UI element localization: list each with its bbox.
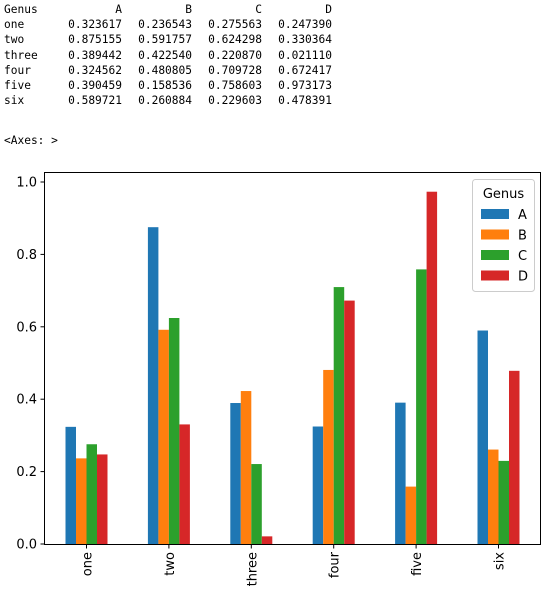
x-tick-label: five xyxy=(410,552,425,576)
dataframe-row: one 0.323617 0.236543 0.275563 0.247390 xyxy=(4,17,332,32)
bar-A-one xyxy=(65,426,76,544)
dataframe-cell: 0.229603 xyxy=(208,94,262,108)
dataframe-cell: 0.324562 xyxy=(68,63,122,77)
y-tick-label: 1.0 xyxy=(16,176,37,191)
dataframe-cell: 0.422540 xyxy=(138,48,192,62)
y-tick-label: 0.6 xyxy=(16,320,37,335)
dataframe-cell: 0.709728 xyxy=(208,63,262,77)
axes-repr-text: <Axes: > xyxy=(4,134,58,147)
dataframe-cell: 0.973173 xyxy=(278,79,332,93)
dataframe-cell: 0.330364 xyxy=(278,33,332,47)
dataframe-row-label: two xyxy=(4,33,25,47)
bar-B-six xyxy=(488,449,499,544)
bar-B-four xyxy=(323,369,334,544)
dataframe-row: three 0.389442 0.422540 0.220870 0.02111… xyxy=(4,48,332,63)
legend-swatch-B xyxy=(481,229,509,240)
x-tick-label: six xyxy=(493,552,508,570)
dataframe-header-row: Genus A B C D xyxy=(4,2,332,17)
legend-swatch-D xyxy=(481,270,509,281)
x-tick-label: two xyxy=(163,552,178,576)
bar-C-two xyxy=(168,318,180,544)
bar-B-two xyxy=(158,329,169,544)
dataframe-column-header: A xyxy=(115,3,122,16)
dataframe-cell: 0.236543 xyxy=(138,18,192,32)
bar-D-six xyxy=(509,370,520,544)
legend-label-B: B xyxy=(518,229,527,244)
dataframe-cell: 0.875155 xyxy=(68,33,122,47)
y-tick-label: 0.0 xyxy=(16,538,37,553)
dataframe-row-label: one xyxy=(4,18,25,32)
bar-D-one xyxy=(97,454,108,544)
bar-A-five xyxy=(395,402,406,544)
dataframe-output: Genus A B C D one 0.323617 0.236543 0.27… xyxy=(4,2,332,108)
bar-C-five xyxy=(416,269,427,544)
y-tick-label: 0.2 xyxy=(16,465,37,480)
bar-A-six xyxy=(477,330,488,544)
dataframe-cell: 0.021110 xyxy=(278,48,332,62)
dataframe-cell: 0.672417 xyxy=(278,63,332,77)
y-axis: 0.0 0.2 0.4 0.6 0.8 1.0 xyxy=(16,176,45,553)
dataframe-cell: 0.389442 xyxy=(68,48,122,62)
bar-group xyxy=(65,191,520,544)
bar-C-six xyxy=(498,460,509,544)
bar-C-four xyxy=(333,287,345,544)
x-axis: one two three four five six xyxy=(81,544,508,586)
bar-C-one xyxy=(86,444,97,544)
dataframe-cell: 0.758603 xyxy=(208,79,262,93)
dataframe-cell: 0.480805 xyxy=(138,63,192,77)
dataframe-cell: 0.220870 xyxy=(208,48,262,62)
legend-label-A: A xyxy=(518,208,527,223)
bar-A-four xyxy=(312,426,324,544)
dataframe-index-name: Genus xyxy=(4,3,38,16)
dataframe-cell: 0.323617 xyxy=(68,18,122,32)
dataframe-row-label: four xyxy=(4,63,31,77)
dataframe-column-header: D xyxy=(325,3,332,16)
dataframe-cell: 0.260884 xyxy=(138,94,192,108)
dataframe-row: five 0.390459 0.158536 0.758603 0.973173 xyxy=(4,78,332,93)
dataframe-column-header: C xyxy=(255,3,262,16)
dataframe-cell: 0.478391 xyxy=(278,94,332,108)
bar-A-two xyxy=(147,227,159,544)
bar-B-one xyxy=(76,458,87,544)
legend-title: Genus xyxy=(483,187,525,202)
dataframe-row-label: six xyxy=(4,94,25,108)
dataframe-row: six 0.589721 0.260884 0.229603 0.478391 xyxy=(4,93,332,108)
legend-label-D: D xyxy=(518,270,528,285)
dataframe-column-header: B xyxy=(185,3,192,16)
dataframe-cell: 0.591757 xyxy=(138,33,192,47)
x-tick-label: three xyxy=(245,552,260,586)
legend-swatch-A xyxy=(481,209,509,219)
dataframe-row-label: three xyxy=(4,48,38,62)
x-tick-label: one xyxy=(81,552,96,576)
dataframe-cell: 0.275563 xyxy=(208,18,262,32)
legend-label-C: C xyxy=(518,249,527,264)
bar-C-three xyxy=(251,464,262,544)
bar-D-three xyxy=(261,536,273,544)
dataframe-row: two 0.875155 0.591757 0.624298 0.330364 xyxy=(4,32,332,47)
dataframe-cell: 0.624298 xyxy=(208,33,262,47)
y-tick-label: 0.4 xyxy=(16,393,37,408)
dataframe-row: four 0.324562 0.480805 0.709728 0.672417 xyxy=(4,63,332,78)
dataframe-cell: 0.390459 xyxy=(68,79,122,93)
x-tick-label: four xyxy=(328,551,343,578)
dataframe-row-label: five xyxy=(4,79,31,93)
legend-swatch-C xyxy=(481,250,509,260)
bar-D-four xyxy=(344,300,355,544)
bar-A-three xyxy=(230,403,241,544)
dataframe-cell: 0.158536 xyxy=(138,79,192,93)
dataframe-cell: 0.247390 xyxy=(278,18,332,32)
y-tick-label: 0.8 xyxy=(16,248,37,263)
dataframe-cell: 0.589721 xyxy=(68,94,122,108)
plot-frame xyxy=(44,172,541,545)
bar-B-five xyxy=(405,486,417,544)
bar-B-three xyxy=(240,391,252,544)
bar-D-five xyxy=(426,191,438,544)
bar-D-two xyxy=(179,424,190,544)
